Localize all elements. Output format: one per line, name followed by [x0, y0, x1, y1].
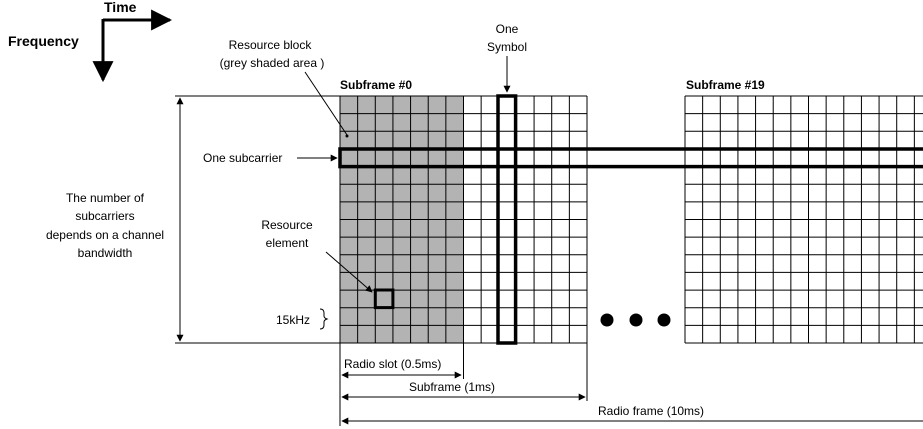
resource-element-label: Resource — [261, 218, 313, 232]
subframe-0-label: Subframe #0 — [340, 78, 412, 92]
resource-element-label: element — [266, 236, 309, 250]
radio-frame-label: Radio frame (10ms) — [598, 404, 704, 418]
resource-element-highlight — [373, 288, 395, 310]
pointer — [325, 251, 373, 293]
radio-slot-label: Radio slot (0.5ms) — [344, 357, 441, 371]
subcarrier-count-label: bandwidth — [78, 246, 133, 260]
frequency-label: Frequency — [8, 33, 79, 49]
symbol-highlight — [496, 94, 518, 345]
time-label: Time — [104, 0, 137, 15]
ellipsis-dot — [657, 313, 671, 327]
symbol-label: Symbol — [487, 40, 527, 54]
pointer-dot — [345, 134, 349, 138]
pointer — [304, 71, 348, 136]
subframe-19-grid — [684, 95, 923, 344]
subframe-19-label: Subframe #19 — [686, 78, 765, 92]
spacing-label: 15kHz — [276, 313, 310, 327]
resource-block-label: Resource block — [229, 38, 313, 52]
subframe-duration-label: Subframe (1ms) — [409, 380, 495, 394]
ellipsis-dot — [600, 313, 614, 327]
subcarrier-highlight — [338, 147, 923, 169]
subcarrier-count-label: subcarriers — [75, 209, 134, 223]
subcarrier-count-label: The number of — [66, 191, 145, 205]
symbol-label: One — [496, 22, 519, 36]
spacing-brace — [319, 308, 329, 330]
subcarrier-count-label: depends on a channel — [46, 228, 164, 242]
resource-block-label: (grey shaded area ) — [220, 56, 325, 70]
subcarrier-label: One subcarrier — [203, 151, 282, 165]
ellipsis-dot — [629, 313, 643, 327]
